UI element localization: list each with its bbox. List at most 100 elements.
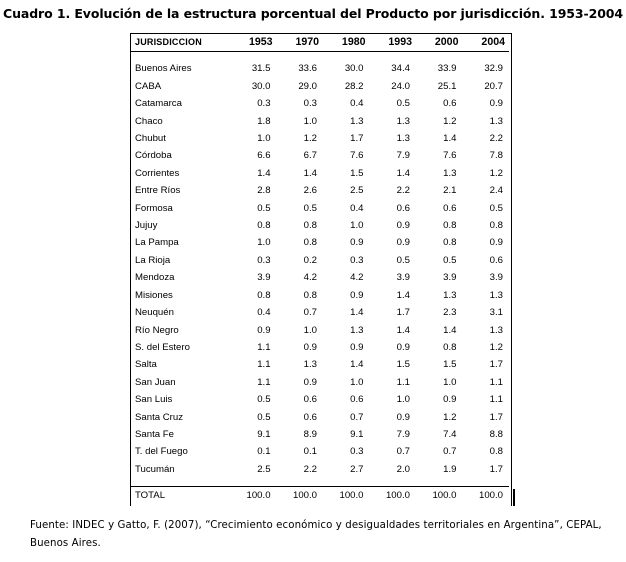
- share-value: 1.1: [257, 359, 271, 371]
- share-value: 0.8: [303, 220, 318, 232]
- table-row: Mendoza 3.9 4.2 4.2 3.9 3.9 3.9: [131, 269, 509, 286]
- table-body: Buenos Aires 31.5 33.6 30.0 34.4 33.9 32.9 CABA…: [131, 52, 509, 487]
- jurisdiction-name: Formosa: [135, 202, 173, 214]
- table-row: San Luis 0.5 0.6 0.6 1.0 0.9 1.1: [131, 391, 509, 408]
- source-note: Fuente: INDEC y Gatto, F. (2007), “Creci…: [30, 520, 602, 549]
- share-value: 0.9: [396, 237, 410, 249]
- share-value: 0.7: [350, 411, 364, 423]
- table-row: CABA 30.0 29.0 28.2 24.0 25.1 20.7: [131, 78, 509, 95]
- share-value: 1.0: [257, 237, 271, 249]
- share-value: 1.3: [303, 359, 318, 371]
- table-row: Entre Ríos 2.8 2.6 2.5 2.2 2.1 2.4: [131, 182, 509, 199]
- total-label: TOTAL: [131, 486, 231, 506]
- share-value: 3.9: [396, 272, 410, 284]
- jurisdiction-name: Santa Fe: [135, 428, 174, 440]
- share-value: 1.0: [350, 376, 364, 388]
- share-value: 1.3: [443, 289, 457, 301]
- jurisdiction-name: La Rioja: [135, 254, 171, 266]
- table-row: Catamarca 0.3 0.3 0.4 0.5 0.6 0.9: [131, 95, 509, 112]
- share-value: 1.7: [350, 133, 364, 145]
- table-row: San Juan 1.1 0.9 1.0 1.1 1.0 1.1: [131, 374, 509, 391]
- jurisdiction-name: Catamarca: [135, 98, 182, 110]
- share-value: 1.1: [396, 376, 410, 388]
- jurisdiction-name: Chaco: [135, 115, 163, 127]
- share-value: 0.8: [303, 237, 318, 249]
- share-value: 4.2: [303, 272, 318, 284]
- share-value: 1.8: [257, 115, 271, 127]
- share-value: 0.9: [303, 376, 318, 388]
- share-value: 1.4: [443, 324, 457, 336]
- table-row: Río Negro 0.9 1.0 1.3 1.4 1.4 1.3: [131, 322, 509, 339]
- table-row: Santa Fe 9.1 8.9 9.1 7.9 7.4 8.8: [131, 426, 509, 443]
- share-value: 0.3: [350, 446, 364, 458]
- share-value: 3.9: [443, 272, 457, 284]
- share-value: 3.9: [257, 272, 271, 284]
- total-value: 100.0: [462, 486, 509, 506]
- share-value: 0.9: [303, 341, 318, 353]
- share-value: 2.2: [396, 185, 410, 197]
- share-value: 1.4: [396, 289, 410, 301]
- share-value: 7.6: [350, 150, 364, 162]
- share-value: 0.9: [257, 324, 271, 336]
- share-value: 1.4: [257, 167, 271, 179]
- share-value: 0.1: [257, 446, 271, 458]
- share-value: 8.9: [303, 428, 318, 440]
- table-row: Córdoba 6.6 6.7 7.6 7.9 7.6 7.8: [131, 147, 509, 164]
- share-value: 1.0: [257, 133, 271, 145]
- share-value: 1.1: [257, 341, 271, 353]
- table-row: Santa Cruz 0.5 0.6 0.7 0.9 1.2 1.7: [131, 409, 509, 426]
- jurisdiction-name: Buenos Aires: [135, 63, 192, 75]
- share-value: 0.9: [396, 220, 410, 232]
- share-value: 1.7: [489, 463, 503, 475]
- share-value: 8.8: [489, 428, 503, 440]
- jurisdiction-name: Entre Ríos: [135, 185, 181, 197]
- share-value: 1.5: [396, 359, 410, 371]
- share-value: 1.3: [489, 115, 503, 127]
- share-value: 2.2: [303, 463, 318, 475]
- share-value: 1.7: [489, 359, 503, 371]
- data-table: JURISDICCION 1953 1970 1980 1993 2000 20…: [131, 34, 509, 506]
- share-value: 9.1: [350, 428, 364, 440]
- jurisdiction-name: San Luis: [135, 394, 173, 406]
- share-value: 1.0: [303, 115, 318, 127]
- share-value: 1.3: [443, 167, 457, 179]
- table-title: Cuadro 1. Evolución de la estructura por…: [3, 6, 623, 21]
- table-row: Jujuy 0.8 0.8 1.0 0.9 0.8 0.8: [131, 217, 509, 234]
- share-value: 1.5: [350, 167, 364, 179]
- share-value: 28.2: [344, 80, 364, 92]
- share-value: 33.9: [437, 63, 457, 75]
- share-value: 6.7: [303, 150, 318, 162]
- table-row: La Pampa 1.0 0.8 0.9 0.9 0.8 0.9: [131, 234, 509, 251]
- header-year: 2000: [434, 36, 459, 48]
- share-value: 4.2: [350, 272, 364, 284]
- share-value: 0.8: [443, 341, 457, 353]
- share-value: 0.7: [396, 446, 410, 458]
- share-value: 2.1: [443, 185, 457, 197]
- share-value: 0.3: [350, 254, 364, 266]
- share-value: 2.2: [489, 133, 503, 145]
- jurisdiction-name: CABA: [135, 80, 162, 92]
- jurisdiction-name: Córdoba: [135, 150, 172, 162]
- share-value: 1.0: [396, 394, 410, 406]
- jurisdiction-name: Río Negro: [135, 324, 179, 336]
- share-value: 2.6: [303, 185, 318, 197]
- share-value: 3.9: [489, 272, 503, 284]
- share-value: 0.9: [350, 237, 364, 249]
- table-row: Salta 1.1 1.3 1.4 1.5 1.5 1.7: [131, 356, 509, 373]
- total-value: 100.0: [230, 486, 277, 506]
- table-row: Tucumán 2.5 2.2 2.7 2.0 1.9 1.7: [131, 461, 509, 478]
- share-value: 2.5: [257, 463, 271, 475]
- share-value: 1.2: [443, 115, 457, 127]
- jurisdiction-name: Santa Cruz: [135, 411, 183, 423]
- share-value: 0.5: [257, 394, 271, 406]
- share-value: 0.1: [303, 446, 318, 458]
- share-value: 1.4: [303, 167, 318, 179]
- share-value: 0.6: [443, 202, 457, 214]
- total-value: 100.0: [276, 486, 324, 506]
- share-value: 30.0: [344, 63, 364, 75]
- share-value: 0.9: [396, 341, 410, 353]
- share-value: 0.6: [303, 394, 318, 406]
- share-value: 0.9: [443, 394, 457, 406]
- share-value: 0.8: [443, 220, 457, 232]
- share-value: 0.5: [257, 202, 271, 214]
